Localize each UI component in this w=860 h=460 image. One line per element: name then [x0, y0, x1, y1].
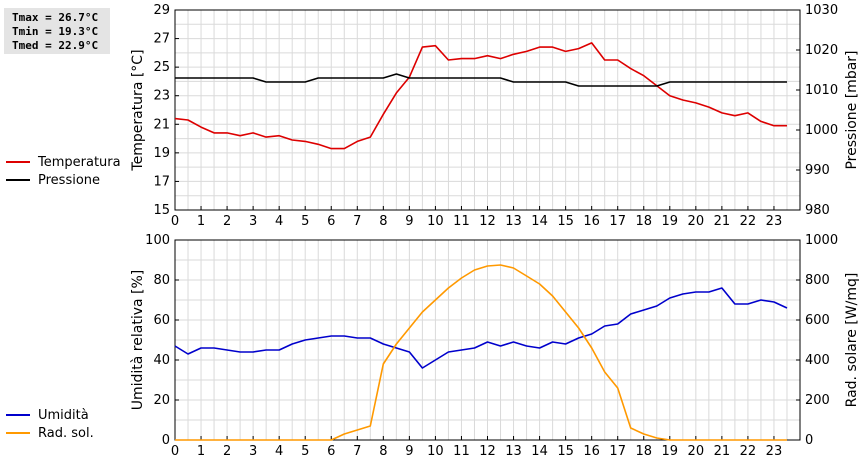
chart2-x-tick-label: 21 — [714, 444, 731, 459]
chart1-x-tick-label: 6 — [327, 214, 335, 229]
chart2-y-right-tick-label: 800 — [805, 273, 830, 288]
chart1-x-tick-label: 12 — [479, 214, 496, 229]
chart1-x-tick-label: 20 — [688, 214, 705, 229]
chart2-x-tick-label: 20 — [688, 444, 705, 459]
chart1-x-tick-label: 1 — [197, 214, 205, 229]
chart1-y-right-tick-label: 1010 — [805, 83, 838, 98]
chart1-x-tick-label: 16 — [583, 214, 600, 229]
chart2-x-tick-label: 4 — [275, 444, 283, 459]
chart2-x-tick-label: 7 — [353, 444, 361, 459]
chart2-x-tick-label: 16 — [583, 444, 600, 459]
chart1-x-tick-label: 18 — [635, 214, 652, 229]
chart1-y-right-tick-label: 1030 — [805, 3, 838, 18]
chart1-y-left-tick-label: 23 — [153, 89, 170, 104]
chart2-y-right-tick-label: 200 — [805, 393, 830, 408]
chart1-x-tick-label: 2 — [223, 214, 231, 229]
chart2-legend-label-rad-sol: Rad. sol. — [38, 426, 94, 441]
chart2-x-tick-label: 11 — [453, 444, 470, 459]
chart2-y-left-tick-label: 0 — [162, 433, 170, 448]
chart1-y-left-tick-label: 27 — [153, 32, 170, 47]
chart1-x-tick-label: 13 — [505, 214, 522, 229]
chart1-y-left-tick-label: 29 — [153, 3, 170, 18]
chart2-umidit-line — [174, 287, 788, 369]
chart1-x-tick-label: 17 — [609, 214, 626, 229]
chart1-x-tick-label: 3 — [249, 214, 257, 229]
chart1-x-tick-label: 8 — [379, 214, 387, 229]
chart2-x-tick-label: 22 — [740, 444, 757, 459]
chart2-x-tick-label: 1 — [197, 444, 205, 459]
chart2-x-tick-label: 10 — [427, 444, 444, 459]
chart2-legend-label-umidit: Umidità — [38, 408, 89, 423]
chart2-x-tick-label: 3 — [249, 444, 257, 459]
chart2-y-right-tick-label: 0 — [805, 433, 813, 448]
chart2-y-left-tick-label: 100 — [145, 233, 170, 248]
chart1-x-tick-label: 23 — [766, 214, 783, 229]
chart1-y-left-axis-title: Temperatura [°C] — [130, 49, 146, 171]
chart2-x-tick-label: 13 — [505, 444, 522, 459]
stats-box: Tmax = 26.7°C Tmin = 19.3°C Tmed = 22.9°… — [4, 8, 110, 54]
chart1-legend-label-temperatura: Temperatura — [37, 155, 121, 170]
chart1-x-tick-label: 4 — [275, 214, 283, 229]
chart1-y-left-tick-label: 15 — [153, 203, 170, 218]
chart1-x-tick-label: 22 — [740, 214, 757, 229]
chart2-x-tick-label: 12 — [479, 444, 496, 459]
chart1-y-left-tick-label: 25 — [153, 60, 170, 75]
chart1-x-tick-label: 11 — [453, 214, 470, 229]
chart2-rad-sol-line — [175, 264, 787, 441]
chart2-x-tick-label: 23 — [766, 444, 783, 459]
chart2-x-tick-label: 19 — [662, 444, 679, 459]
chart1-y-left-tick-label: 21 — [153, 117, 170, 132]
chart1-x-tick-label: 10 — [427, 214, 444, 229]
chart1-x-tick-label: 15 — [557, 214, 574, 229]
chart2-x-tick-label: 6 — [327, 444, 335, 459]
chart2-y-left-tick-label: 20 — [153, 393, 170, 408]
chart1-x-tick-label: 0 — [171, 214, 179, 229]
chart1-y-right-axis-title: Pressione [mbar] — [844, 50, 860, 169]
chart2-y-left-axis-title: Umidità relativa [%] — [130, 270, 146, 411]
chart2-x-tick-label: 9 — [405, 444, 413, 459]
chart1-x-tick-label: 21 — [714, 214, 731, 229]
chart2-y-left-tick-label: 60 — [153, 313, 170, 328]
chart2-x-tick-label: 18 — [635, 444, 652, 459]
chart1-x-tick-label: 9 — [405, 214, 413, 229]
tmax-label: Tmax = 26.7°C — [12, 11, 99, 24]
tmin-label: Tmin = 19.3°C — [12, 25, 99, 38]
tmed-label: Tmed = 22.9°C — [12, 39, 99, 52]
chart1-y-right-tick-label: 980 — [805, 203, 830, 218]
chart1-y-left-tick-label: 19 — [153, 146, 170, 161]
chart1-y-right-tick-label: 1020 — [805, 43, 838, 58]
chart2-y-left-tick-label: 40 — [153, 353, 170, 368]
chart2-y-right-axis-title: Rad. solare [W/mq] — [844, 273, 860, 408]
chart2-x-tick-label: 15 — [557, 444, 574, 459]
chart1-x-tick-label: 7 — [353, 214, 361, 229]
chart1-pressione-line — [175, 73, 787, 87]
chart2-x-tick-label: 2 — [223, 444, 231, 459]
chart2-x-tick-label: 17 — [609, 444, 626, 459]
chart2-y-right-tick-label: 600 — [805, 313, 830, 328]
chart2-y-right-tick-label: 400 — [805, 353, 830, 368]
chart2-x-tick-label: 8 — [379, 444, 387, 459]
chart2-x-tick-label: 14 — [531, 444, 548, 459]
chart2-x-tick-label: 5 — [301, 444, 309, 459]
chart2-y-left-tick-label: 80 — [153, 273, 170, 288]
chart1-y-right-tick-label: 1000 — [805, 123, 838, 138]
chart1-temperatura-line — [174, 42, 787, 150]
chart1-x-tick-label: 5 — [301, 214, 309, 229]
chart1-y-right-tick-label: 990 — [805, 163, 830, 178]
chart2-y-right-tick-label: 1000 — [805, 233, 838, 248]
chart1-x-tick-label: 19 — [662, 214, 679, 229]
chart2-x-tick-label: 0 — [171, 444, 179, 459]
chart1-x-tick-label: 14 — [531, 214, 548, 229]
chart1-y-left-tick-label: 17 — [153, 174, 170, 189]
chart1-legend-label-pressione: Pressione — [38, 173, 100, 188]
